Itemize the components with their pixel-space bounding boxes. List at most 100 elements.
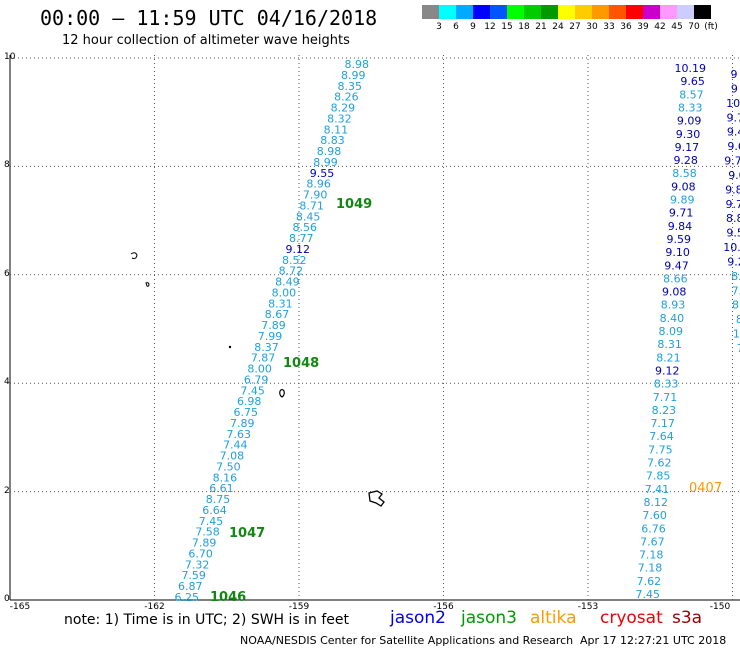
swh-value: 9.89 (670, 194, 695, 207)
color-swatch (592, 5, 609, 19)
swh-value: 8.11 (324, 123, 349, 136)
swh-value: 7.6 (732, 284, 740, 297)
swh-value: 9.59 (667, 233, 692, 246)
swh-value: 9.09 (677, 115, 702, 128)
color-swatch (626, 5, 643, 19)
swh-value: 7.41 (645, 483, 670, 496)
color-scale-label: 42 (654, 22, 666, 32)
swh-value: 8.83 (320, 134, 345, 147)
swh-value: 8.40 (660, 312, 685, 325)
color-scale-label: 15 (501, 22, 513, 32)
swh-value: 9.17 (675, 141, 700, 154)
swh-value: 8.09 (659, 325, 684, 338)
swh-value: 10.19 (675, 62, 707, 75)
swh-value: 9.7 (727, 111, 740, 124)
swh-value: 8.00 (247, 363, 272, 376)
lon-tick-label: -156 (433, 602, 454, 612)
swh-value: 9.6 (727, 140, 740, 153)
color-scale-label: 24 (552, 22, 564, 32)
swh-value: 9.71 (726, 198, 740, 211)
swh-value: 8.12 (644, 496, 669, 509)
pass-time-label: 1047 (229, 526, 265, 541)
swh-value: 7.45 (636, 588, 661, 601)
swh-value: 10. (726, 97, 740, 110)
swh-value: 8.52 (282, 254, 307, 267)
swh-value: 9.29 (727, 255, 740, 268)
color-swatch (541, 5, 558, 19)
lon-tick-label: -162 (144, 602, 165, 612)
swh-value: 9.89 (725, 183, 740, 196)
swh-value: 9.47 (664, 259, 689, 272)
color-scale-label: 18 (518, 22, 530, 32)
pass-time-labels: 1049 1048 1047 1046 0407 (210, 197, 722, 605)
color-swatch (456, 5, 473, 19)
color-swatch (643, 5, 660, 19)
swh-value: 10. (733, 328, 740, 341)
swh-value: 9.84 (668, 220, 693, 233)
color-scale-label: 3 (436, 22, 442, 32)
swh-value: 7.89 (230, 417, 255, 430)
swh-value: 7.67 (640, 535, 665, 548)
swh-value: 7.99 (258, 330, 283, 343)
swh-value: 8.45 (296, 210, 321, 223)
swh-value: 8.1 (731, 270, 740, 283)
swh-value: 9.4 (727, 126, 740, 139)
color-swatch (677, 5, 694, 19)
color-scale-label: 6 (453, 22, 459, 32)
swh-value: 7.32 (185, 558, 210, 571)
map-frame (9, 55, 740, 601)
color-scale-label: 39 (637, 22, 649, 32)
lat-tick-label: 6 (4, 268, 10, 279)
swh-value: 8.67 (265, 308, 290, 321)
swh-value: 7.89 (192, 537, 217, 550)
lat-tick-label: 2 (4, 485, 10, 496)
swh-value: 6.75 (233, 406, 258, 419)
swh-value: 9 (731, 82, 738, 95)
swh-value: 7.85 (646, 470, 671, 483)
swh-value: 9.10 (665, 246, 690, 259)
swh-value: 9.12 (286, 243, 311, 256)
swh-value: 7.58 (195, 526, 220, 539)
swh-value: 8.23 (652, 404, 677, 417)
swh-value: 8.49 (275, 276, 300, 289)
color-scale-label: 45 (671, 22, 683, 32)
swh-value: 7.44 (223, 439, 248, 452)
swh-value: 9.08 (671, 180, 696, 193)
swh-value: 8.31 (268, 297, 293, 310)
swh-value: 8.26 (334, 91, 359, 104)
swh-value: 8.72 (279, 265, 304, 278)
swh-value: 8.57 (679, 88, 704, 101)
color-scale-bar (422, 5, 711, 19)
swh-value: 6.87 (178, 580, 203, 593)
pass-time-label: 1049 (336, 197, 372, 212)
lat-tick-label: 8 (4, 160, 10, 171)
pass-time-label: 1046 (210, 590, 246, 605)
swh-value: 9.55 (310, 167, 335, 180)
swh-value: 8.37 (254, 341, 279, 354)
mission-legend-jason2: jason2 (390, 608, 446, 628)
swh-value: 7.75 (648, 443, 673, 456)
swh-value: 9.12 (655, 364, 680, 377)
mission-legend-altika: altika (530, 608, 577, 628)
swh-value: 8.33 (654, 378, 679, 391)
swh-value: 10.03 (723, 241, 740, 254)
color-swatch (660, 5, 677, 19)
lat-tick-label: 4 (4, 377, 10, 388)
swh-value: 8.31 (657, 338, 682, 351)
swh-value: 7.18 (639, 549, 664, 562)
swh-value: 6.98 (237, 395, 262, 408)
lon-tick-label: -165 (9, 602, 31, 612)
swh-value: 9.65 (680, 75, 705, 88)
lat-tick-label: 10 (4, 52, 16, 62)
swh-value: 8.21 (656, 351, 681, 364)
pass-time-label: 0407 (689, 481, 722, 496)
swh-value: 8.35 (338, 80, 363, 93)
color-swatch (490, 5, 507, 19)
color-swatch (558, 5, 575, 19)
swh-value: 9.08 (662, 286, 687, 299)
swh-value: 8.6 (732, 299, 740, 312)
color-scale-label: 30 (586, 22, 598, 32)
color-swatch (473, 5, 490, 19)
swh-value: 8.71 (299, 199, 324, 212)
color-swatch (507, 5, 524, 19)
